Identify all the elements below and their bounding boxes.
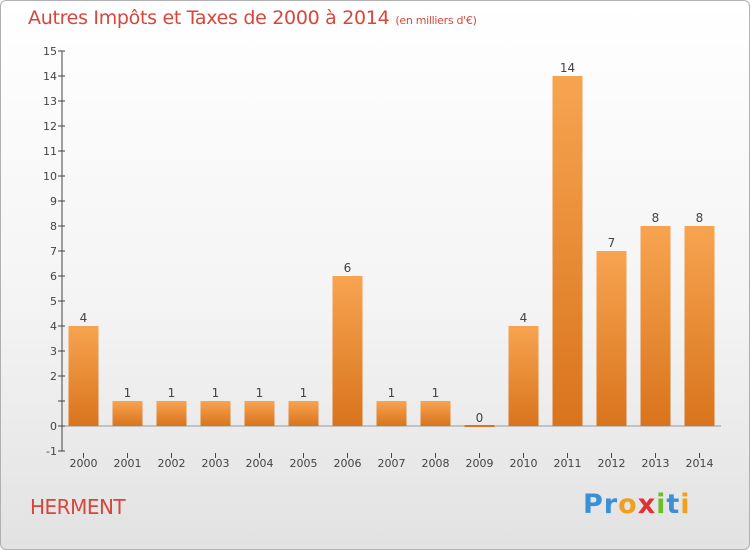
bar-value-label: 4	[80, 311, 88, 325]
x-tick-label: 2010	[510, 457, 538, 470]
bar-value-label: 1	[300, 386, 308, 400]
bar-value-label: 14	[560, 61, 575, 75]
chart-title-text: Autres Impôts et Taxes de 2000 à 2014	[28, 7, 390, 29]
bar-value-label: 1	[124, 386, 132, 400]
bar-value-label: 6	[344, 261, 352, 275]
location-label: HERMENT	[30, 495, 126, 519]
logo-letter: r	[603, 489, 619, 520]
x-tick-label: 2000	[70, 457, 98, 470]
x-tick-label: 2008	[422, 457, 450, 470]
logo-letter: P	[583, 489, 604, 520]
x-tick-label: 2012	[598, 457, 626, 470]
x-tick-label: 2002	[158, 457, 186, 470]
bar	[68, 326, 99, 426]
logo-letter: o	[618, 489, 638, 520]
x-tick-label: 2014	[686, 457, 714, 470]
y-tick-label: -1	[46, 445, 57, 458]
bar-value-label: 1	[388, 386, 396, 400]
y-tick-label: 12	[43, 120, 57, 133]
logo-letter: t	[666, 489, 681, 520]
bar	[244, 401, 275, 426]
bar	[112, 401, 143, 426]
x-tick-label: 2007	[378, 457, 406, 470]
bar-value-label: 1	[212, 386, 220, 400]
y-tick-label: 15	[43, 45, 57, 58]
bar	[684, 226, 715, 426]
y-tick-label: 0	[50, 420, 57, 433]
logo-letter: i	[656, 489, 667, 520]
y-tick-label: 2	[50, 370, 57, 383]
y-tick-label: 10	[43, 170, 57, 183]
bar	[508, 326, 539, 426]
x-tick-label: 2011	[554, 457, 582, 470]
x-tick-label: 2013	[642, 457, 670, 470]
x-tick-label: 2005	[290, 457, 318, 470]
x-tick-label: 2009	[466, 457, 494, 470]
bar-value-label: 8	[696, 211, 704, 225]
logo-letter: x	[637, 489, 657, 520]
bar	[288, 401, 319, 426]
bar	[200, 401, 231, 426]
bar-value-label: 0	[476, 411, 484, 425]
x-tick-label: 2003	[202, 457, 230, 470]
bar-value-label: 7	[608, 236, 616, 250]
bar	[640, 226, 671, 426]
y-tick-label: 13	[43, 95, 57, 108]
bar-value-label: 1	[168, 386, 176, 400]
y-tick-label: 4	[50, 320, 57, 333]
logo-letter: i	[680, 489, 691, 520]
y-tick-label: 7	[50, 245, 57, 258]
bar	[156, 401, 187, 426]
y-tick-label: 6	[50, 270, 57, 283]
y-tick-label: 14	[43, 70, 57, 83]
y-tick-label: 8	[50, 220, 57, 233]
bar-value-label: 4	[520, 311, 528, 325]
bar-value-label: 1	[256, 386, 264, 400]
x-tick-label: 2004	[246, 457, 274, 470]
bar	[552, 76, 583, 426]
y-tick-label: 5	[50, 295, 57, 308]
y-tick-label: 11	[43, 145, 57, 158]
bar	[332, 276, 363, 426]
bar-value-label: 8	[652, 211, 660, 225]
bar	[376, 401, 407, 426]
bar-value-label: 1	[432, 386, 440, 400]
y-tick-label: 9	[50, 195, 57, 208]
y-tick-label: 3	[50, 345, 57, 358]
bar	[464, 425, 495, 427]
proxiti-logo: Proxiti	[583, 489, 691, 520]
x-tick-label: 2006	[334, 457, 362, 470]
chart-title: Autres Impôts et Taxes de 2000 à 2014 (en…	[28, 7, 477, 29]
bar	[596, 251, 627, 426]
bar	[420, 401, 451, 426]
x-tick-label: 2001	[114, 457, 142, 470]
chart-subtitle: (en milliers d'€)	[395, 14, 477, 27]
